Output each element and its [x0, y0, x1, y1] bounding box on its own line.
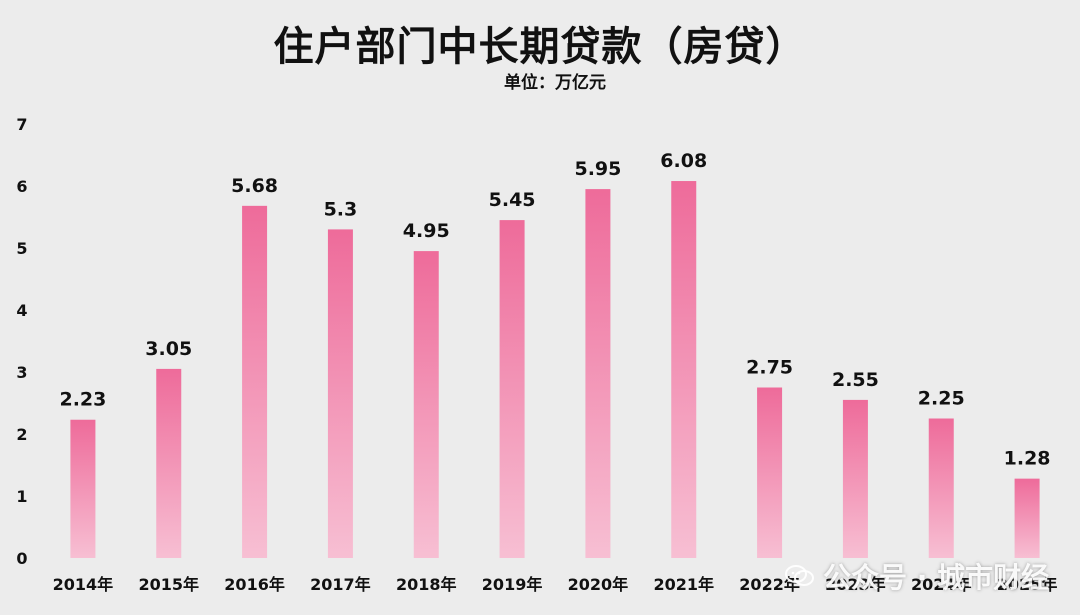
x-tick-label: 2017年 [310, 575, 371, 594]
x-tick-label: 2022年 [739, 575, 800, 594]
bar [327, 229, 353, 558]
y-tick-label: 5 [16, 239, 27, 258]
bar [671, 181, 697, 559]
data-label: 5.68 [231, 175, 278, 197]
y-tick-label: 7 [16, 115, 27, 134]
chart-title: 住户部门中长期贷款（房贷） [273, 24, 807, 70]
x-tick-label: 2016年 [224, 575, 285, 594]
x-tick-label: 2019年 [482, 575, 543, 594]
y-tick-label: 3 [16, 363, 27, 382]
bar [585, 189, 611, 558]
x-tick-label: 2018年 [396, 575, 457, 594]
x-tick-label: 2023年 [825, 575, 886, 594]
bar [757, 387, 783, 558]
data-label: 1.28 [1004, 448, 1051, 470]
bar [70, 419, 96, 558]
y-tick-label: 0 [16, 549, 27, 568]
watermark-text: 公众号 · 城市财经 [823, 561, 1050, 594]
wechat-icon [785, 565, 814, 586]
data-label: 4.95 [403, 220, 450, 242]
data-label: 2.55 [832, 369, 879, 391]
chart-subtitle: 单位：万亿元 [504, 73, 606, 93]
bar [413, 251, 439, 558]
data-label: 2.75 [746, 357, 793, 379]
bar [156, 368, 182, 558]
bar [1014, 478, 1040, 558]
x-tick-label: 2014年 [53, 575, 114, 594]
x-tick-label: 2021年 [653, 575, 714, 594]
x-tick-label: 2015年 [138, 575, 199, 594]
bar [499, 220, 525, 558]
watermark: 公众号 · 城市财经 [785, 556, 1075, 596]
bar [928, 418, 954, 558]
y-tick-label: 4 [16, 301, 27, 320]
x-tick-label: 2025年 [997, 575, 1058, 594]
data-label: 5.3 [324, 198, 358, 220]
data-label: 3.05 [145, 338, 192, 360]
data-label: 5.45 [489, 189, 536, 211]
bar [842, 399, 868, 558]
y-tick-label: 6 [16, 177, 27, 196]
data-label: 2.23 [59, 389, 106, 411]
data-label: 2.25 [918, 388, 965, 410]
x-tick-label: 2024年 [911, 575, 972, 594]
data-label: 5.95 [574, 158, 621, 180]
bar [242, 205, 268, 558]
data-label: 6.08 [660, 150, 707, 172]
x-tick-label: 2020年 [568, 575, 629, 594]
y-tick-label: 1 [16, 487, 27, 506]
y-tick-label: 2 [16, 425, 27, 444]
